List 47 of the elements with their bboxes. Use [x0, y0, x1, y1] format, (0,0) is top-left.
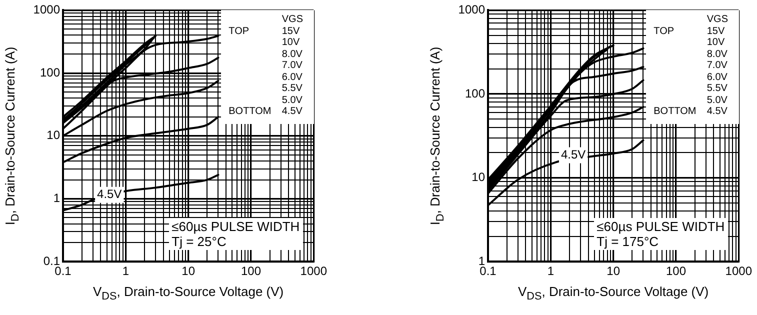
annotation: VGS [706, 14, 729, 26]
annotation: VGS [282, 14, 304, 26]
annotation: 4.5V [560, 148, 586, 162]
y-tick-label: 1000 [33, 2, 60, 17]
annotation: 5.0V [706, 94, 728, 106]
annotation: 4.5V [97, 187, 122, 202]
annotation: 5.5V [706, 83, 728, 95]
annotation: 5.0V [282, 94, 304, 106]
y-tick-label: 10 [472, 170, 486, 184]
annotation: TOP [228, 26, 250, 38]
x-tick-label: 100 [666, 264, 686, 278]
annotation: 15V [706, 26, 726, 38]
annotation: Tj = 25°C [172, 234, 226, 249]
annotation: 15V [282, 26, 301, 38]
annotation: 8.0V [282, 48, 304, 60]
x-tick-label: 1 [122, 264, 130, 278]
annotation: 10V [706, 37, 726, 49]
annotation: 5.5V [282, 83, 304, 95]
x-tick-label: 100 [240, 264, 262, 278]
y-tick-label: 100 [40, 65, 60, 80]
annotation: ≤60µs PULSE WIDTH [596, 218, 725, 234]
y-tick-label: 0.1 [43, 254, 60, 268]
y-tick-label: 1000 [458, 2, 486, 17]
annotation: 4.5V [706, 106, 728, 118]
annotation: TOP [654, 26, 676, 38]
annotation: 6.0V [282, 72, 304, 84]
annotation: 4.5V [282, 106, 304, 118]
annotation: 7.0V [706, 60, 728, 72]
annotation: ≤60µs PULSE WIDTH [172, 218, 300, 234]
annotation: BOTTOM [228, 106, 272, 118]
annotation: 6.0V [706, 72, 728, 84]
x-tick-label: 1 [547, 264, 554, 278]
x-axis-title: V$_{DS}$, Drain-to-Source Voltage (V) [518, 284, 709, 303]
x-tick-label: 1000 [300, 264, 328, 278]
x-tick-label: 10 [182, 264, 196, 278]
y-tick-label: 1 [478, 254, 486, 268]
x-tick-label: 1000 [725, 264, 752, 278]
x-axis-title: V$_{DS}$, Drain-to-Source Voltage (V) [93, 284, 284, 303]
y-tick-label: 10 [46, 128, 60, 142]
annotation: 10V [282, 37, 301, 49]
annotation: 7.0V [282, 60, 304, 72]
annotation: BOTTOM [654, 106, 698, 118]
annotation: 8.0V [706, 48, 728, 60]
x-tick-label: 10 [606, 264, 620, 278]
y-tick-label: 1 [53, 191, 60, 206]
y-tick-label: 100 [464, 86, 486, 100]
annotation: Tj = 175°C [596, 234, 659, 249]
